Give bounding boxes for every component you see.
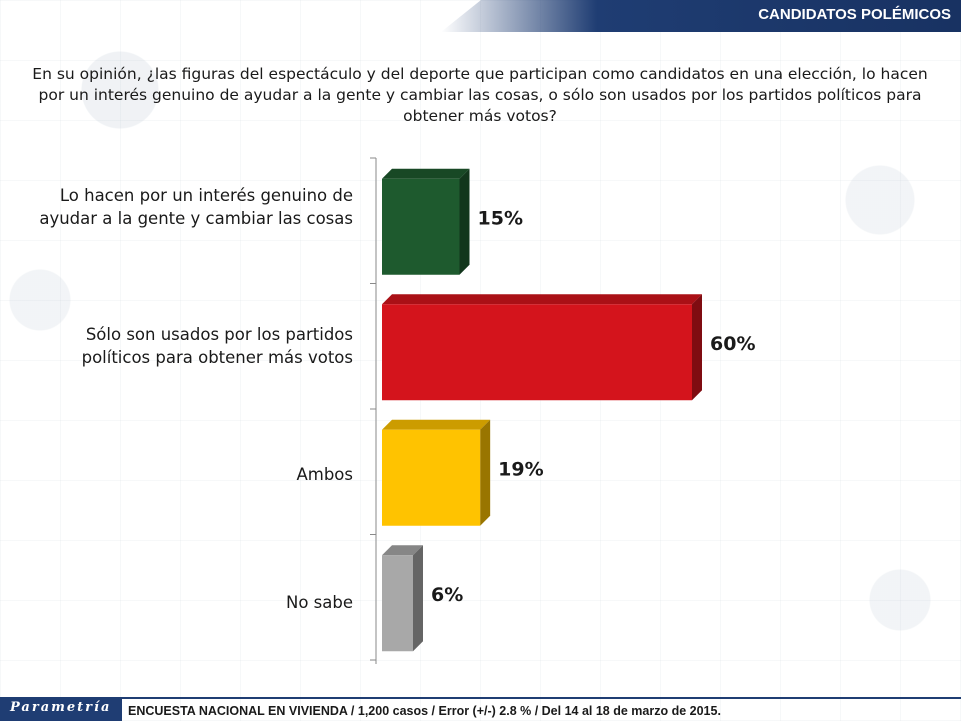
- bar-value-label: 6%: [431, 584, 463, 606]
- bar-value-label: 19%: [498, 458, 543, 480]
- bar-side-face: [480, 419, 491, 526]
- bar: [382, 429, 481, 526]
- bar: [382, 555, 413, 652]
- footer-rule: [122, 697, 961, 699]
- bar-value-label: 60%: [710, 333, 755, 355]
- category-label-both: Ambos: [296, 465, 353, 484]
- bar-side-face: [459, 168, 470, 275]
- parametria-logo: Parametría: [0, 697, 122, 721]
- bar-side-face: [413, 545, 423, 652]
- survey-footnote: ENCUESTA NACIONAL EN VIVIENDA / 1,200 ca…: [128, 704, 721, 718]
- bar: [382, 304, 692, 401]
- bar-side-face: [692, 294, 702, 401]
- category-label-dont-know: No sabe: [285, 593, 353, 612]
- header-title: CANDIDATOS POLÉMICOS: [758, 6, 951, 23]
- bar-top-face: [382, 294, 702, 305]
- bar-value-label: 15%: [478, 207, 523, 229]
- category-label-used-by-parties: Sólo son usados por los partidos polític…: [81, 325, 353, 367]
- survey-question: En su opinión, ¿las figuras del espectác…: [32, 65, 928, 125]
- bar-top-face: [382, 168, 470, 179]
- header-bar: [441, 0, 961, 32]
- logo-text: Parametría: [10, 700, 112, 715]
- bar: [382, 178, 460, 275]
- bar-top-face: [382, 419, 491, 430]
- category-label-genuine-interest: Lo hacen por un interés genuino de ayuda…: [39, 186, 353, 228]
- bar-top-face: [382, 545, 423, 556]
